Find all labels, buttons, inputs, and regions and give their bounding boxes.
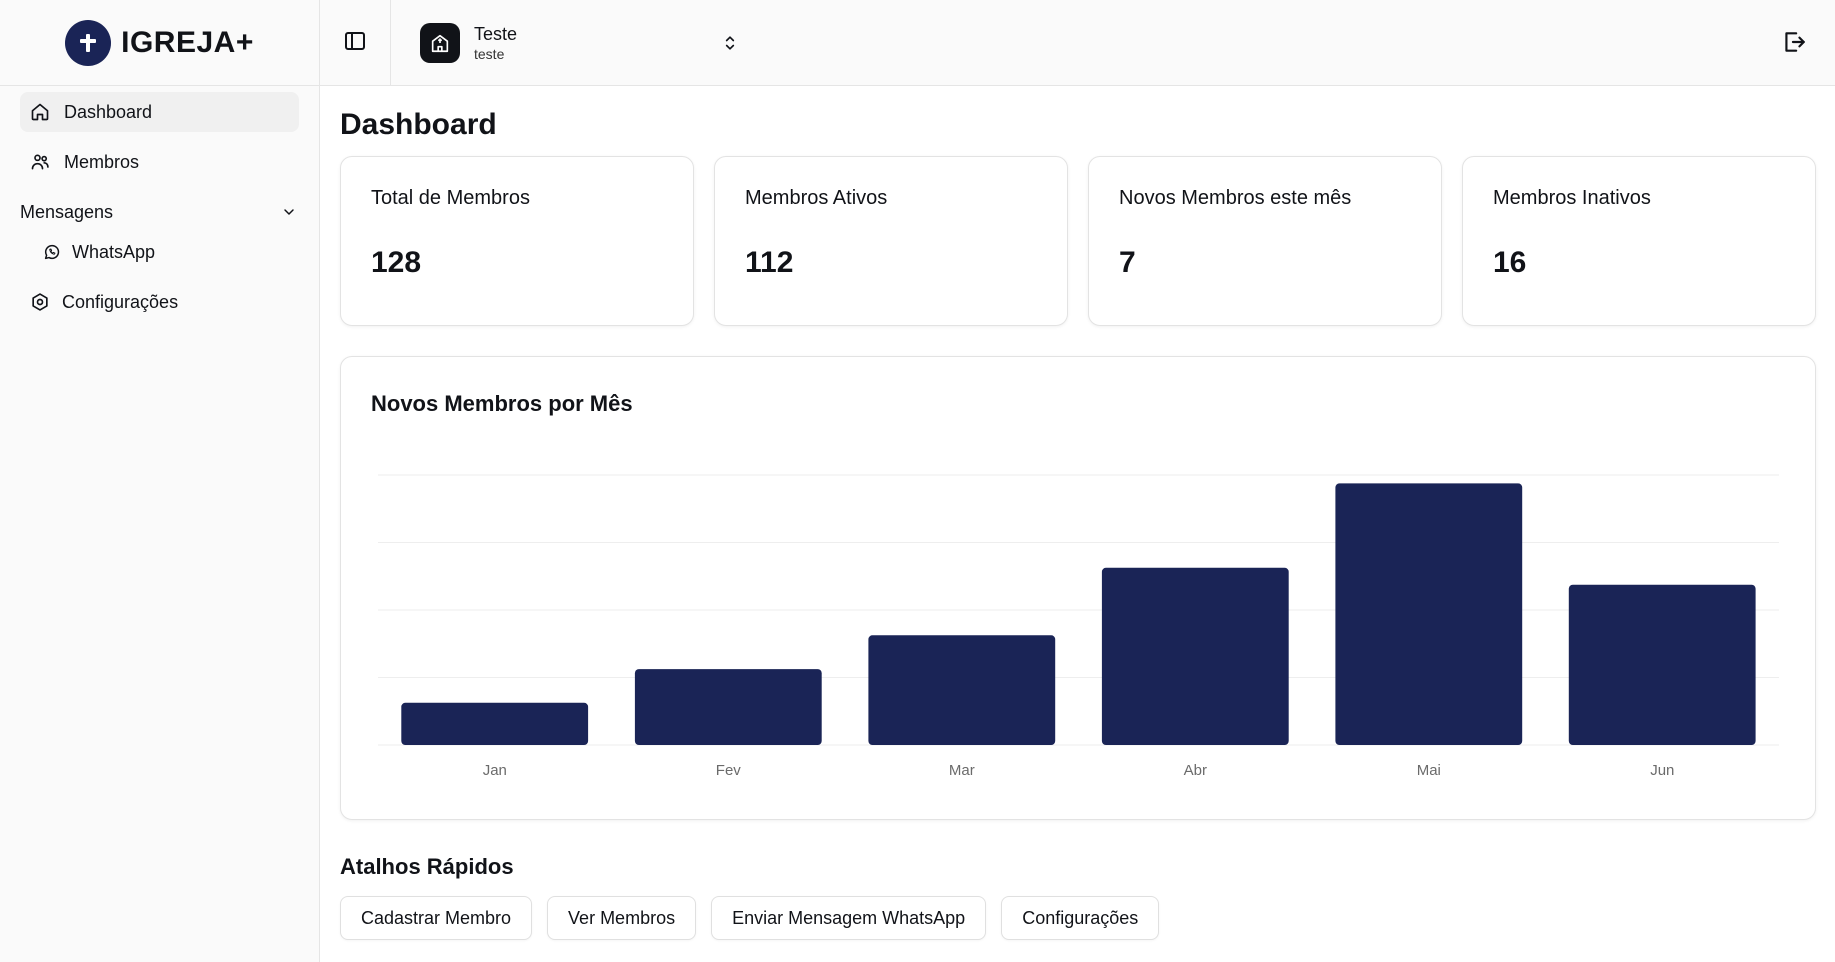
org-subtitle: teste: [474, 46, 505, 62]
shortcuts-title: Atalhos Rápidos: [340, 854, 514, 879]
x-tick-label: Abr: [1184, 762, 1207, 779]
settings-icon: [30, 292, 50, 312]
org-name: Teste: [474, 24, 518, 44]
bar-mai[interactable]: [1335, 483, 1523, 745]
chart-card: Novos Membros por Mês Jan Fev Mar Abr Mai Jun: [340, 356, 1816, 820]
brand-name: IGREJA+: [121, 25, 254, 59]
stat-card-total: Total de Membros 128: [340, 156, 694, 326]
cadastrar-membro-button[interactable]: Cadastrar Membro: [340, 896, 533, 940]
cross-logo-icon: [65, 19, 112, 66]
stat-label: Membros Ativos: [745, 187, 888, 209]
bar-jun[interactable]: [1568, 584, 1756, 745]
sidebar-item-label: Configurações: [62, 291, 179, 312]
stat-card-novos: Novos Membros este mês 7: [1088, 156, 1442, 326]
bar-abr[interactable]: [1101, 567, 1289, 745]
ver-membros-button[interactable]: Ver Membros: [547, 896, 697, 940]
x-tick-label: Mar: [949, 762, 975, 779]
sidebar-toggle-button[interactable]: [320, 0, 391, 86]
stat-label: Total de Membros: [371, 187, 530, 209]
stat-value: 112: [745, 246, 794, 279]
sidebar-group-mensagens[interactable]: Mensagens: [20, 192, 299, 232]
enviar-whatsapp-button[interactable]: Enviar Mensagem WhatsApp: [711, 896, 987, 940]
shortcuts-row: Cadastrar Membro Ver Membros Enviar Mens…: [340, 896, 1160, 940]
stat-card-inativos: Membros Inativos 16: [1462, 156, 1816, 326]
stat-value: 128: [371, 246, 422, 279]
stat-card-ativos: Membros Ativos 112: [714, 156, 1068, 326]
church-icon: [420, 23, 460, 63]
topbar: Teste teste: [320, 0, 1835, 86]
sidebar: IGREJA+ Dashboard Membros Mensagens What…: [0, 0, 320, 962]
sidebar-toggle-icon: [343, 29, 367, 58]
sidebar-item-label: Dashboard: [64, 101, 153, 122]
chevrons-up-down-icon: [720, 33, 740, 58]
logout-button[interactable]: [1781, 29, 1807, 60]
bar-mar[interactable]: [868, 635, 1056, 745]
org-switcher[interactable]: Teste teste: [420, 20, 1046, 66]
stat-label: Membros Inativos: [1493, 187, 1651, 209]
stats-row: Total de Membros 128 Membros Ativos 112 …: [340, 156, 1816, 326]
sidebar-item-whatsapp[interactable]: WhatsApp: [20, 232, 299, 272]
brand[interactable]: IGREJA+: [0, 0, 319, 86]
configuracoes-button[interactable]: Configurações: [1001, 896, 1160, 940]
sidebar-item-dashboard[interactable]: Dashboard: [20, 92, 299, 132]
x-tick-label: Jan: [483, 762, 507, 779]
bar-chart: Jan Fev Mar Abr Mai Jun: [378, 474, 1779, 779]
whatsapp-icon: [42, 242, 62, 262]
page-title: Dashboard: [340, 108, 497, 141]
sidebar-group-label: Mensagens: [20, 201, 114, 222]
x-tick-label: Mai: [1417, 762, 1441, 779]
sidebar-nav: Dashboard Membros Mensagens WhatsApp Con…: [0, 86, 319, 322]
bar-jan[interactable]: [401, 702, 589, 745]
logout-icon: [1781, 32, 1807, 59]
x-tick-label: Fev: [716, 762, 742, 779]
stat-value: 16: [1493, 246, 1527, 279]
org-text: Teste teste: [474, 23, 517, 63]
chart-title: Novos Membros por Mês: [371, 391, 633, 416]
sidebar-item-membros[interactable]: Membros: [20, 142, 299, 182]
home-icon: [30, 102, 50, 122]
sidebar-item-label: WhatsApp: [72, 241, 156, 262]
stat-label: Novos Membros este mês: [1119, 187, 1352, 209]
stat-value: 7: [1119, 246, 1136, 279]
sidebar-item-configuracoes[interactable]: Configurações: [20, 282, 299, 322]
x-tick-label: Jun: [1650, 762, 1674, 779]
sidebar-item-label: Membros: [64, 151, 140, 172]
bar-fev[interactable]: [634, 669, 822, 745]
chevron-down-icon: [279, 202, 299, 222]
users-icon: [30, 152, 50, 172]
